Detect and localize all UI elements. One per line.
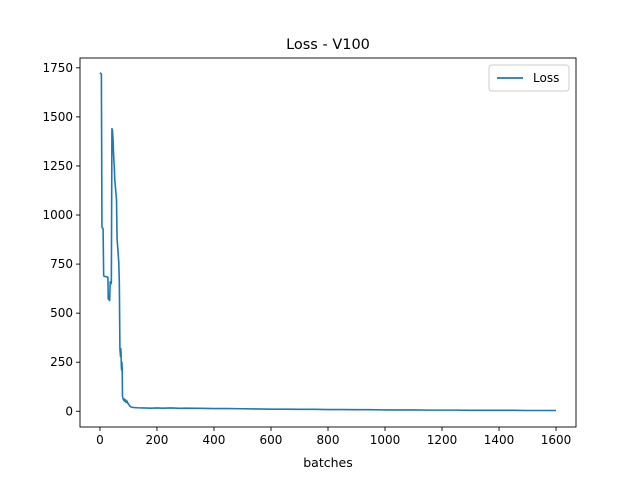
x-tick-label-0: 0 [96, 433, 104, 447]
y-tick-label-750: 750 [50, 257, 73, 271]
legend: Loss [488, 64, 570, 92]
y-tick-label-500: 500 [50, 306, 73, 320]
y-tick-label-1250: 1250 [42, 159, 73, 173]
x-tick-label-1600: 1600 [541, 433, 572, 447]
y-tick-label-1750: 1750 [42, 61, 73, 75]
y-tick-label-1000: 1000 [42, 208, 73, 222]
y-tick-label-250: 250 [50, 355, 73, 369]
series-line-loss [99, 72, 557, 412]
x-tick-label-1000: 1000 [370, 433, 401, 447]
y-tick-label-1500: 1500 [42, 110, 73, 124]
x-tick-label-800: 800 [317, 433, 340, 447]
legend-label-loss: Loss [533, 71, 559, 85]
x-tick-label-1200: 1200 [427, 433, 458, 447]
legend-box [488, 64, 570, 92]
x-tick-label-1400: 1400 [484, 433, 515, 447]
x-tick-label-600: 600 [260, 433, 283, 447]
y-tick-label-0: 0 [65, 404, 73, 418]
x-axis-label: batches [303, 455, 353, 470]
plot-area: 0 200 400 600 800 1000 1200 1400 1600 0 250 500 750 1… [42, 57, 577, 447]
chart-title: Loss - V100 [286, 37, 370, 53]
x-tick-label-200: 200 [146, 433, 169, 447]
x-tick-label-400: 400 [203, 433, 226, 447]
